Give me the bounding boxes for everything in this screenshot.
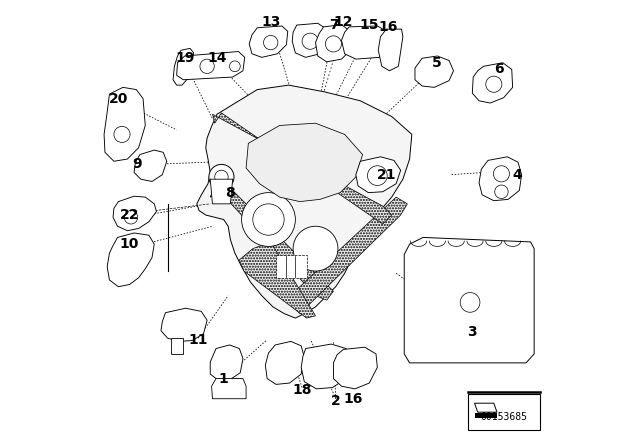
Polygon shape <box>287 197 407 314</box>
Polygon shape <box>210 186 333 300</box>
Text: 12: 12 <box>333 15 353 30</box>
Circle shape <box>200 59 214 73</box>
Polygon shape <box>356 157 401 193</box>
Polygon shape <box>212 379 246 399</box>
Polygon shape <box>172 338 184 354</box>
Circle shape <box>293 226 338 271</box>
Text: 13: 13 <box>262 15 282 30</box>
Circle shape <box>179 65 189 76</box>
Text: 4: 4 <box>512 168 522 182</box>
Bar <box>475 413 497 418</box>
Circle shape <box>486 76 502 92</box>
Polygon shape <box>249 26 288 57</box>
Polygon shape <box>378 29 403 71</box>
Circle shape <box>209 164 234 190</box>
Polygon shape <box>246 123 362 202</box>
Polygon shape <box>197 85 412 318</box>
Polygon shape <box>415 56 454 87</box>
Circle shape <box>215 170 228 184</box>
Polygon shape <box>161 308 207 341</box>
Circle shape <box>114 126 130 142</box>
Polygon shape <box>475 403 497 412</box>
Polygon shape <box>404 237 534 363</box>
Polygon shape <box>266 341 305 384</box>
Text: 16: 16 <box>378 20 398 34</box>
Polygon shape <box>212 113 392 224</box>
Circle shape <box>325 36 342 52</box>
Circle shape <box>495 185 508 198</box>
Circle shape <box>289 177 307 195</box>
Text: 2: 2 <box>331 394 340 408</box>
Polygon shape <box>276 255 307 278</box>
Circle shape <box>124 211 138 224</box>
Text: 5: 5 <box>431 56 442 70</box>
Text: 16: 16 <box>344 392 363 406</box>
Polygon shape <box>333 347 378 389</box>
Polygon shape <box>292 23 327 57</box>
Text: 6: 6 <box>494 62 504 77</box>
Polygon shape <box>316 25 351 62</box>
Circle shape <box>302 33 318 49</box>
Text: 7: 7 <box>328 17 339 32</box>
Text: 8: 8 <box>225 185 234 200</box>
Text: 00153685: 00153685 <box>480 412 527 422</box>
Text: 11: 11 <box>188 333 208 348</box>
Circle shape <box>367 166 387 185</box>
Text: 10: 10 <box>120 237 139 251</box>
Text: 20: 20 <box>109 91 128 106</box>
Circle shape <box>253 204 284 235</box>
Text: 22: 22 <box>120 208 139 222</box>
Text: 21: 21 <box>376 168 396 182</box>
Polygon shape <box>104 87 145 161</box>
Polygon shape <box>301 344 351 389</box>
Text: 15: 15 <box>360 17 379 32</box>
Text: 9: 9 <box>132 156 142 171</box>
Circle shape <box>242 193 296 246</box>
Polygon shape <box>108 233 154 287</box>
Polygon shape <box>113 196 157 231</box>
Polygon shape <box>472 63 513 103</box>
Text: 19: 19 <box>175 51 195 65</box>
Bar <box>468 394 540 430</box>
Polygon shape <box>479 157 522 201</box>
Circle shape <box>230 61 240 72</box>
Text: 18: 18 <box>292 383 312 397</box>
Text: 14: 14 <box>207 51 227 65</box>
Polygon shape <box>210 179 233 204</box>
Polygon shape <box>342 26 391 59</box>
Polygon shape <box>173 48 194 85</box>
Polygon shape <box>239 242 316 318</box>
Text: 3: 3 <box>467 324 477 339</box>
Circle shape <box>460 293 480 312</box>
Polygon shape <box>134 150 167 181</box>
Polygon shape <box>210 345 243 380</box>
Text: 1: 1 <box>219 371 228 386</box>
Polygon shape <box>177 52 244 80</box>
Circle shape <box>264 35 278 50</box>
Circle shape <box>493 166 509 182</box>
